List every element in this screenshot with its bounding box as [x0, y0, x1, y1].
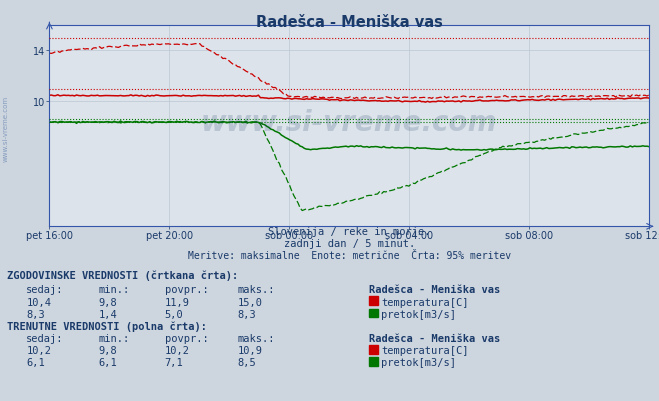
Text: Radešca - Meniška vas: Radešca - Meniška vas: [369, 333, 500, 343]
Text: 10,2: 10,2: [165, 345, 190, 355]
Text: Slovenija / reke in morje.: Slovenija / reke in morje.: [268, 227, 430, 237]
Text: Radešca - Meniška vas: Radešca - Meniška vas: [256, 15, 443, 30]
Text: min.:: min.:: [99, 333, 130, 343]
Text: maks.:: maks.:: [237, 333, 275, 343]
Text: 8,3: 8,3: [26, 309, 45, 319]
Text: 5,0: 5,0: [165, 309, 183, 319]
Text: sedaj:: sedaj:: [26, 333, 64, 343]
Text: 10,4: 10,4: [26, 297, 51, 307]
Text: povpr.:: povpr.:: [165, 285, 208, 295]
Text: 9,8: 9,8: [99, 297, 117, 307]
Text: pretok[m3/s]: pretok[m3/s]: [381, 357, 456, 367]
Text: ZGODOVINSKE VREDNOSTI (črtkana črta):: ZGODOVINSKE VREDNOSTI (črtkana črta):: [7, 270, 238, 281]
Text: pretok[m3/s]: pretok[m3/s]: [381, 309, 456, 319]
Text: 8,5: 8,5: [237, 357, 256, 367]
Text: TRENUTNE VREDNOSTI (polna črta):: TRENUTNE VREDNOSTI (polna črta):: [7, 320, 206, 331]
Text: Meritve: maksimalne  Enote: metrične  Črta: 95% meritev: Meritve: maksimalne Enote: metrične Črta…: [188, 251, 511, 261]
Text: 15,0: 15,0: [237, 297, 262, 307]
Text: 10,9: 10,9: [237, 345, 262, 355]
Text: 6,1: 6,1: [26, 357, 45, 367]
Text: Radešca - Meniška vas: Radešca - Meniška vas: [369, 285, 500, 295]
Text: 11,9: 11,9: [165, 297, 190, 307]
Text: 10,2: 10,2: [26, 345, 51, 355]
Text: zadnji dan / 5 minut.: zadnji dan / 5 minut.: [283, 239, 415, 249]
Text: 6,1: 6,1: [99, 357, 117, 367]
Text: maks.:: maks.:: [237, 285, 275, 295]
Text: www.si-vreme.com: www.si-vreme.com: [2, 95, 9, 161]
Text: temperatura[C]: temperatura[C]: [381, 297, 469, 307]
Text: www.si-vreme.com: www.si-vreme.com: [201, 108, 498, 136]
Text: 7,1: 7,1: [165, 357, 183, 367]
Text: temperatura[C]: temperatura[C]: [381, 345, 469, 355]
Text: sedaj:: sedaj:: [26, 285, 64, 295]
Text: 9,8: 9,8: [99, 345, 117, 355]
Text: 8,3: 8,3: [237, 309, 256, 319]
Text: 1,4: 1,4: [99, 309, 117, 319]
Text: min.:: min.:: [99, 285, 130, 295]
Text: povpr.:: povpr.:: [165, 333, 208, 343]
